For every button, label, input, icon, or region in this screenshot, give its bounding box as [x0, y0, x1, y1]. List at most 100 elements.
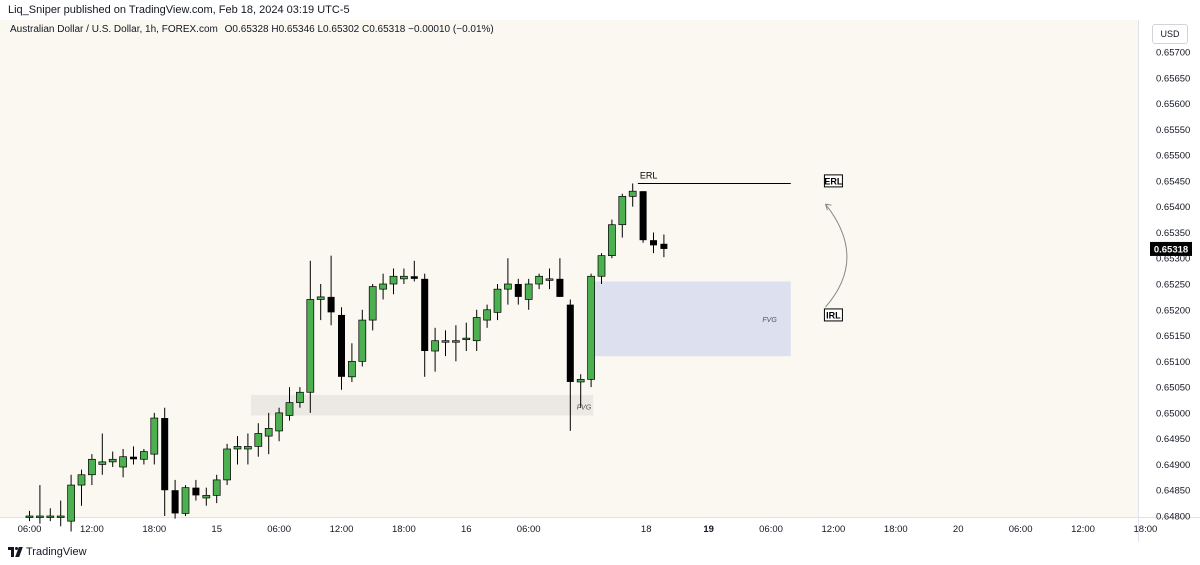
- fvg-label: FVG: [762, 317, 777, 324]
- candle-body: [88, 458, 96, 476]
- liquidity-level-label: ERL: [640, 170, 658, 180]
- time-tick-label: 18: [641, 524, 652, 535]
- time-tick-label: 06:00: [759, 524, 783, 535]
- candle-body: [556, 278, 564, 297]
- ohlc-values: O0.65328 H0.65346 L0.65302 C0.65318 −0.0…: [224, 24, 494, 35]
- candle-body: [566, 304, 574, 382]
- time-tick-label: 06:00: [517, 524, 541, 535]
- price-tick-label: 0.65050: [1156, 383, 1190, 394]
- arrow-head: [824, 203, 832, 211]
- currency-button[interactable]: USD: [1152, 24, 1188, 44]
- candle-body: [608, 224, 616, 256]
- candle-body: [285, 402, 294, 416]
- price-tick-label: 0.65650: [1156, 73, 1190, 84]
- candle-body: [46, 515, 55, 518]
- price-tick-label: 0.65200: [1156, 305, 1190, 316]
- time-axis-background: [0, 517, 1138, 542]
- last-price-tag: [1150, 241, 1192, 256]
- candle-body: [161, 418, 169, 491]
- candle-body: [338, 314, 345, 377]
- price-tick-label: 0.65600: [1156, 99, 1190, 110]
- tradingview-logo[interactable]: TradingView: [8, 546, 87, 558]
- candle-body: [358, 319, 367, 362]
- price-tick-label: 0.65100: [1156, 357, 1190, 368]
- publish-header: Liq_Sniper published on TradingView.com,…: [0, 0, 1200, 20]
- candle-body: [421, 278, 429, 352]
- candle-body: [202, 495, 211, 499]
- annotation-box: [823, 174, 843, 188]
- candle-body: [36, 515, 44, 518]
- price-tick-label: 0.64800: [1156, 512, 1190, 523]
- candle-body: [264, 428, 273, 437]
- candle-body: [514, 284, 522, 297]
- chart-area[interactable]: FVG FVG ERL ERL IRL 0.65700 0.65650 0.65600 0.65…: [0, 20, 1200, 542]
- time-tick-label: 12:00: [330, 524, 354, 535]
- price-tick-label: 0.65400: [1156, 202, 1190, 213]
- candle-body: [223, 448, 231, 481]
- candle-body: [348, 360, 356, 378]
- fvg-zone: [594, 281, 791, 357]
- candle-body: [130, 456, 137, 460]
- candle-body: [171, 490, 179, 514]
- candle-body: [98, 461, 107, 465]
- time-tick-label: 06:00: [18, 524, 42, 535]
- price-axis-background: [1138, 20, 1200, 542]
- candle-body: [597, 255, 606, 277]
- footer: TradingView: [0, 542, 1200, 565]
- candle-body: [650, 240, 657, 246]
- symbol-title: Australian Dollar / U.S. Dollar, 1h, FOR…: [10, 24, 218, 35]
- time-tick-label: 20: [953, 524, 964, 535]
- candle-body: [576, 379, 585, 383]
- candle-body: [441, 340, 450, 343]
- candle-body: [306, 299, 315, 393]
- candle-body: [545, 278, 554, 281]
- candle-body: [275, 412, 283, 432]
- candle-body: [108, 458, 117, 463]
- candle-body: [25, 515, 34, 518]
- candle-body: [587, 275, 595, 380]
- tradingview-logo-icon: [8, 546, 23, 558]
- arrow-path: [825, 203, 848, 308]
- candle-body: [77, 474, 86, 486]
- price-tick-label: 0.65350: [1156, 228, 1190, 239]
- candle-body: [327, 296, 335, 313]
- candle-body: [316, 296, 325, 300]
- candle-body: [410, 276, 418, 279]
- candle-body: [431, 340, 439, 352]
- time-tick-label: 15: [211, 524, 222, 535]
- price-tick-label: 0.65000: [1156, 408, 1190, 419]
- chart-legend: Australian Dollar / U.S. Dollar, 1h, FOR…: [10, 24, 494, 35]
- candle-body: [67, 484, 75, 522]
- candle-body: [212, 479, 221, 496]
- candle-body: [56, 515, 65, 518]
- candle-body: [452, 340, 460, 343]
- price-tick-label: 0.65250: [1156, 280, 1190, 291]
- time-tick-label: 12:00: [1071, 524, 1095, 535]
- price-tick-label: 0.65150: [1156, 331, 1190, 342]
- price-tick-label: 0.64950: [1156, 434, 1190, 445]
- chart-canvas[interactable]: FVG FVG ERL ERL IRL 0.65700 0.65650 0.65600 0.65…: [0, 20, 1200, 542]
- candle-body: [472, 317, 481, 342]
- time-tick-label: 16: [461, 524, 472, 535]
- candle-body: [296, 391, 304, 403]
- candle-body: [150, 417, 159, 455]
- candle-body: [119, 456, 127, 468]
- annotation-label: ERL: [824, 176, 843, 186]
- candle-body: [400, 275, 408, 280]
- candle-body: [233, 446, 242, 450]
- candle-body: [379, 283, 387, 290]
- price-tick-label: 0.65450: [1156, 176, 1190, 187]
- candle-body: [254, 433, 263, 447]
- time-tick-label: 06:00: [1009, 524, 1033, 535]
- time-tick-label: 18:00: [1134, 524, 1158, 535]
- candle-body: [181, 487, 190, 514]
- candle-body: [192, 487, 200, 496]
- time-tick-label: 19: [703, 524, 714, 535]
- last-price-label: 0.65318: [1154, 244, 1188, 255]
- time-tick-label: 18:00: [392, 524, 416, 535]
- candle-body: [618, 196, 627, 226]
- time-tick-label: 18:00: [884, 524, 908, 535]
- published-info: Liq_Sniper published on TradingView.com,…: [8, 4, 350, 16]
- candle-body: [660, 243, 668, 249]
- candle-body: [639, 191, 647, 241]
